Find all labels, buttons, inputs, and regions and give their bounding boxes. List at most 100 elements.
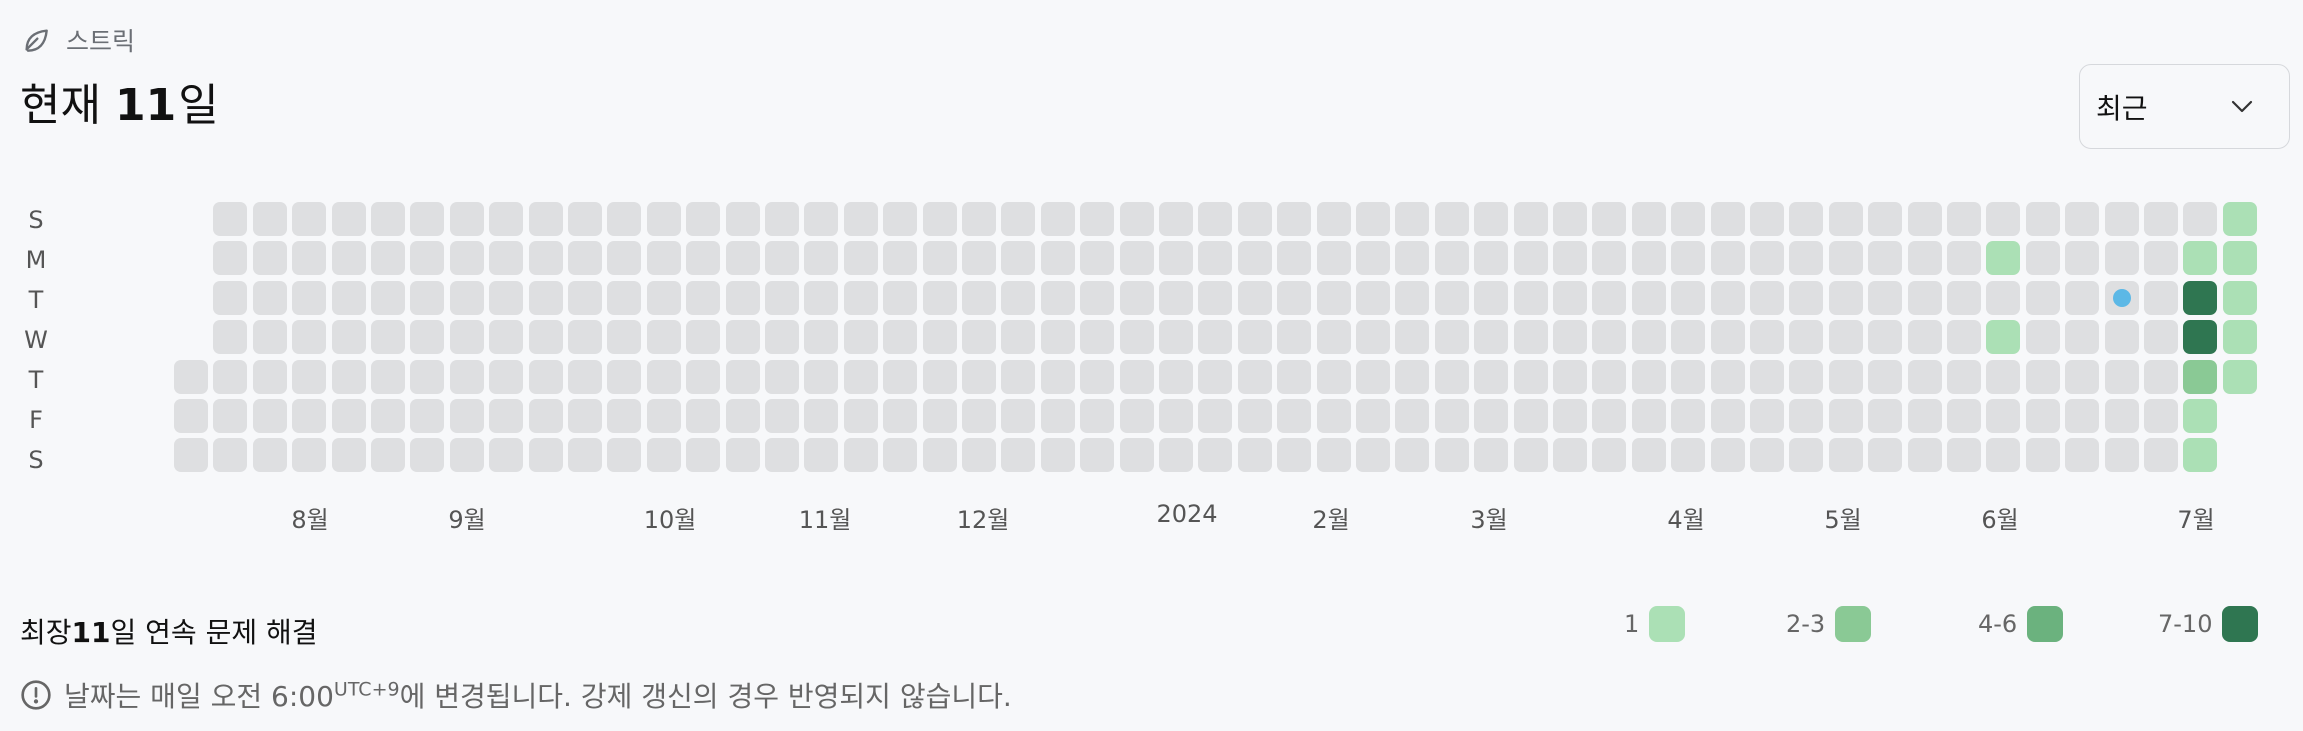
heatmap-cell[interactable] xyxy=(607,438,641,472)
heatmap-cell[interactable] xyxy=(1001,241,1035,275)
heatmap-cell[interactable] xyxy=(568,241,602,275)
heatmap-cell[interactable] xyxy=(1986,320,2020,354)
heatmap-cell[interactable] xyxy=(1435,399,1469,433)
heatmap-cell[interactable] xyxy=(450,360,484,394)
heatmap-cell[interactable] xyxy=(1789,438,1823,472)
heatmap-cell[interactable] xyxy=(489,281,523,315)
heatmap-cell[interactable] xyxy=(1080,241,1114,275)
heatmap-cell[interactable] xyxy=(529,438,563,472)
heatmap-cell[interactable] xyxy=(2183,399,2217,433)
heatmap-cell[interactable] xyxy=(1356,438,1390,472)
heatmap-cell[interactable] xyxy=(213,360,247,394)
heatmap-cell[interactable] xyxy=(844,438,878,472)
heatmap-cell[interactable] xyxy=(1671,399,1705,433)
heatmap-cell[interactable] xyxy=(292,241,326,275)
heatmap-cell[interactable] xyxy=(1592,438,1626,472)
heatmap-cell[interactable] xyxy=(607,281,641,315)
heatmap-cell[interactable] xyxy=(647,360,681,394)
heatmap-cell[interactable] xyxy=(2223,281,2257,315)
heatmap-cell[interactable] xyxy=(253,399,287,433)
heatmap-cell[interactable] xyxy=(1592,399,1626,433)
heatmap-cell[interactable] xyxy=(1198,399,1232,433)
heatmap-cell[interactable] xyxy=(686,360,720,394)
heatmap-cell[interactable] xyxy=(1514,438,1548,472)
heatmap-cell[interactable] xyxy=(1435,320,1469,354)
heatmap-cell[interactable] xyxy=(1632,399,1666,433)
heatmap-cell[interactable] xyxy=(1750,281,1784,315)
heatmap-cell[interactable] xyxy=(529,241,563,275)
heatmap-cell[interactable] xyxy=(726,202,760,236)
heatmap-cell[interactable] xyxy=(1829,399,1863,433)
heatmap-cell[interactable] xyxy=(1632,438,1666,472)
heatmap-cell[interactable] xyxy=(1986,241,2020,275)
heatmap-cell[interactable] xyxy=(1474,320,1508,354)
heatmap-cell[interactable] xyxy=(765,360,799,394)
heatmap-cell[interactable] xyxy=(1868,281,1902,315)
heatmap-cell[interactable] xyxy=(253,438,287,472)
heatmap-cell[interactable] xyxy=(1553,399,1587,433)
heatmap-cell[interactable] xyxy=(1908,438,1942,472)
heatmap-cell[interactable] xyxy=(2223,320,2257,354)
heatmap-cell[interactable] xyxy=(1711,320,1745,354)
heatmap-cell[interactable] xyxy=(371,320,405,354)
heatmap-cell[interactable] xyxy=(883,241,917,275)
heatmap-cell[interactable] xyxy=(1868,241,1902,275)
heatmap-cell[interactable] xyxy=(292,281,326,315)
heatmap-cell[interactable] xyxy=(1435,202,1469,236)
heatmap-cell[interactable] xyxy=(1986,202,2020,236)
heatmap-cell[interactable] xyxy=(2144,241,2178,275)
heatmap-cell[interactable] xyxy=(1317,360,1351,394)
heatmap-cell[interactable] xyxy=(1238,281,1272,315)
heatmap-cell[interactable] xyxy=(253,202,287,236)
heatmap-cell[interactable] xyxy=(568,320,602,354)
heatmap-cell[interactable] xyxy=(2144,438,2178,472)
heatmap-cell[interactable] xyxy=(1592,360,1626,394)
heatmap-cell[interactable] xyxy=(883,320,917,354)
heatmap-cell[interactable] xyxy=(2144,281,2178,315)
heatmap-cell[interactable] xyxy=(213,281,247,315)
heatmap-cell[interactable] xyxy=(1829,241,1863,275)
heatmap-cell[interactable] xyxy=(1947,320,1981,354)
heatmap-cell[interactable] xyxy=(883,438,917,472)
heatmap-cell[interactable] xyxy=(1317,438,1351,472)
heatmap-cell[interactable] xyxy=(1395,320,1429,354)
heatmap-cell[interactable] xyxy=(1711,241,1745,275)
heatmap-cell[interactable] xyxy=(1671,320,1705,354)
heatmap-cell[interactable] xyxy=(686,438,720,472)
heatmap-cell[interactable] xyxy=(1317,202,1351,236)
heatmap-cell[interactable] xyxy=(1632,202,1666,236)
heatmap-cell[interactable] xyxy=(923,438,957,472)
heatmap-cell[interactable] xyxy=(647,202,681,236)
heatmap-cell[interactable] xyxy=(765,281,799,315)
heatmap-cell[interactable] xyxy=(765,399,799,433)
heatmap-cell[interactable] xyxy=(1356,281,1390,315)
heatmap-cell[interactable] xyxy=(923,360,957,394)
heatmap-cell[interactable] xyxy=(410,438,444,472)
heatmap-cell[interactable] xyxy=(1041,399,1075,433)
heatmap-cell[interactable] xyxy=(2144,320,2178,354)
heatmap-cell[interactable] xyxy=(2105,360,2139,394)
heatmap-cell[interactable] xyxy=(2065,360,2099,394)
heatmap-cell[interactable] xyxy=(371,360,405,394)
heatmap-cell[interactable] xyxy=(923,281,957,315)
heatmap-cell[interactable] xyxy=(1711,202,1745,236)
heatmap-cell[interactable] xyxy=(1750,360,1784,394)
heatmap-cell[interactable] xyxy=(2223,360,2257,394)
heatmap-cell[interactable] xyxy=(213,399,247,433)
heatmap-cell[interactable] xyxy=(607,320,641,354)
heatmap-cell[interactable] xyxy=(410,320,444,354)
heatmap-cell[interactable] xyxy=(1001,202,1035,236)
heatmap-cell[interactable] xyxy=(1041,360,1075,394)
heatmap-cell[interactable] xyxy=(2105,202,2139,236)
heatmap-cell[interactable] xyxy=(1238,438,1272,472)
heatmap-cell[interactable] xyxy=(804,241,838,275)
heatmap-cell[interactable] xyxy=(1553,360,1587,394)
heatmap-cell[interactable] xyxy=(1120,202,1154,236)
heatmap-cell[interactable] xyxy=(844,281,878,315)
heatmap-cell[interactable] xyxy=(174,360,208,394)
heatmap-cell[interactable] xyxy=(1711,438,1745,472)
heatmap-cell[interactable] xyxy=(1947,438,1981,472)
heatmap-cell[interactable] xyxy=(1120,241,1154,275)
heatmap-cell[interactable] xyxy=(292,202,326,236)
heatmap-cell[interactable] xyxy=(450,281,484,315)
